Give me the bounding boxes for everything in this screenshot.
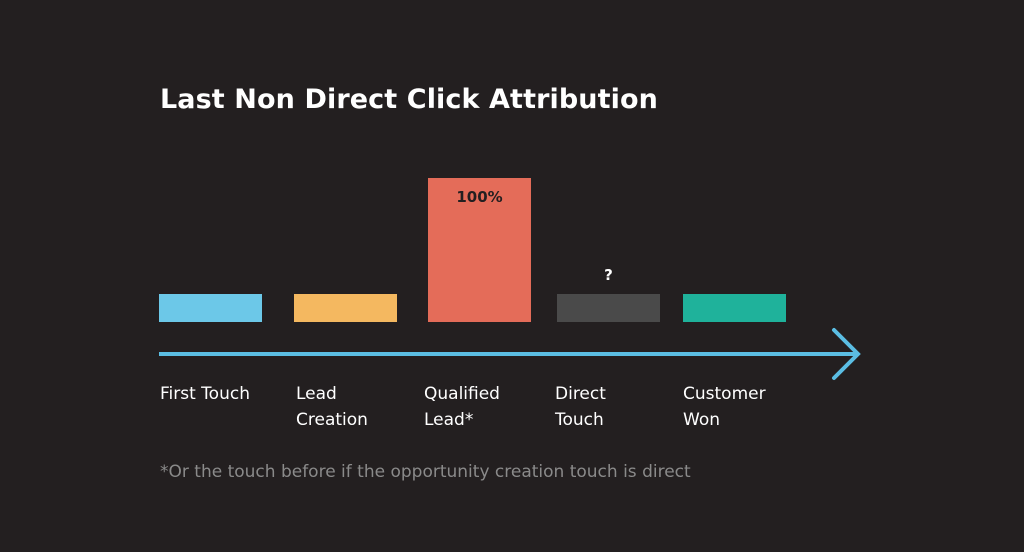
footnote: *Or the touch before if the opportunity … bbox=[160, 462, 691, 482]
bar-2 bbox=[428, 178, 531, 322]
timeline-axis bbox=[159, 328, 861, 380]
bars-group bbox=[159, 178, 786, 322]
bar-value-label-3: ? bbox=[604, 266, 613, 284]
category-label-2: Qualified Lead* bbox=[424, 384, 500, 430]
category-label-1: Lead Creation bbox=[296, 384, 368, 430]
bar-1 bbox=[294, 294, 397, 322]
chart-title: Last Non Direct Click Attribution bbox=[160, 84, 658, 115]
category-label-3: Direct Touch bbox=[555, 384, 606, 430]
timeline-arrowhead-icon bbox=[832, 328, 861, 380]
bar-value-label-2: 100% bbox=[456, 188, 502, 206]
category-label-0: First Touch bbox=[160, 384, 250, 404]
category-label-4: Customer Won bbox=[683, 384, 766, 430]
bar-4 bbox=[683, 294, 786, 322]
bar-3 bbox=[557, 294, 660, 322]
bar-labels-group: 100%? bbox=[456, 188, 613, 284]
bar-0 bbox=[159, 294, 262, 322]
